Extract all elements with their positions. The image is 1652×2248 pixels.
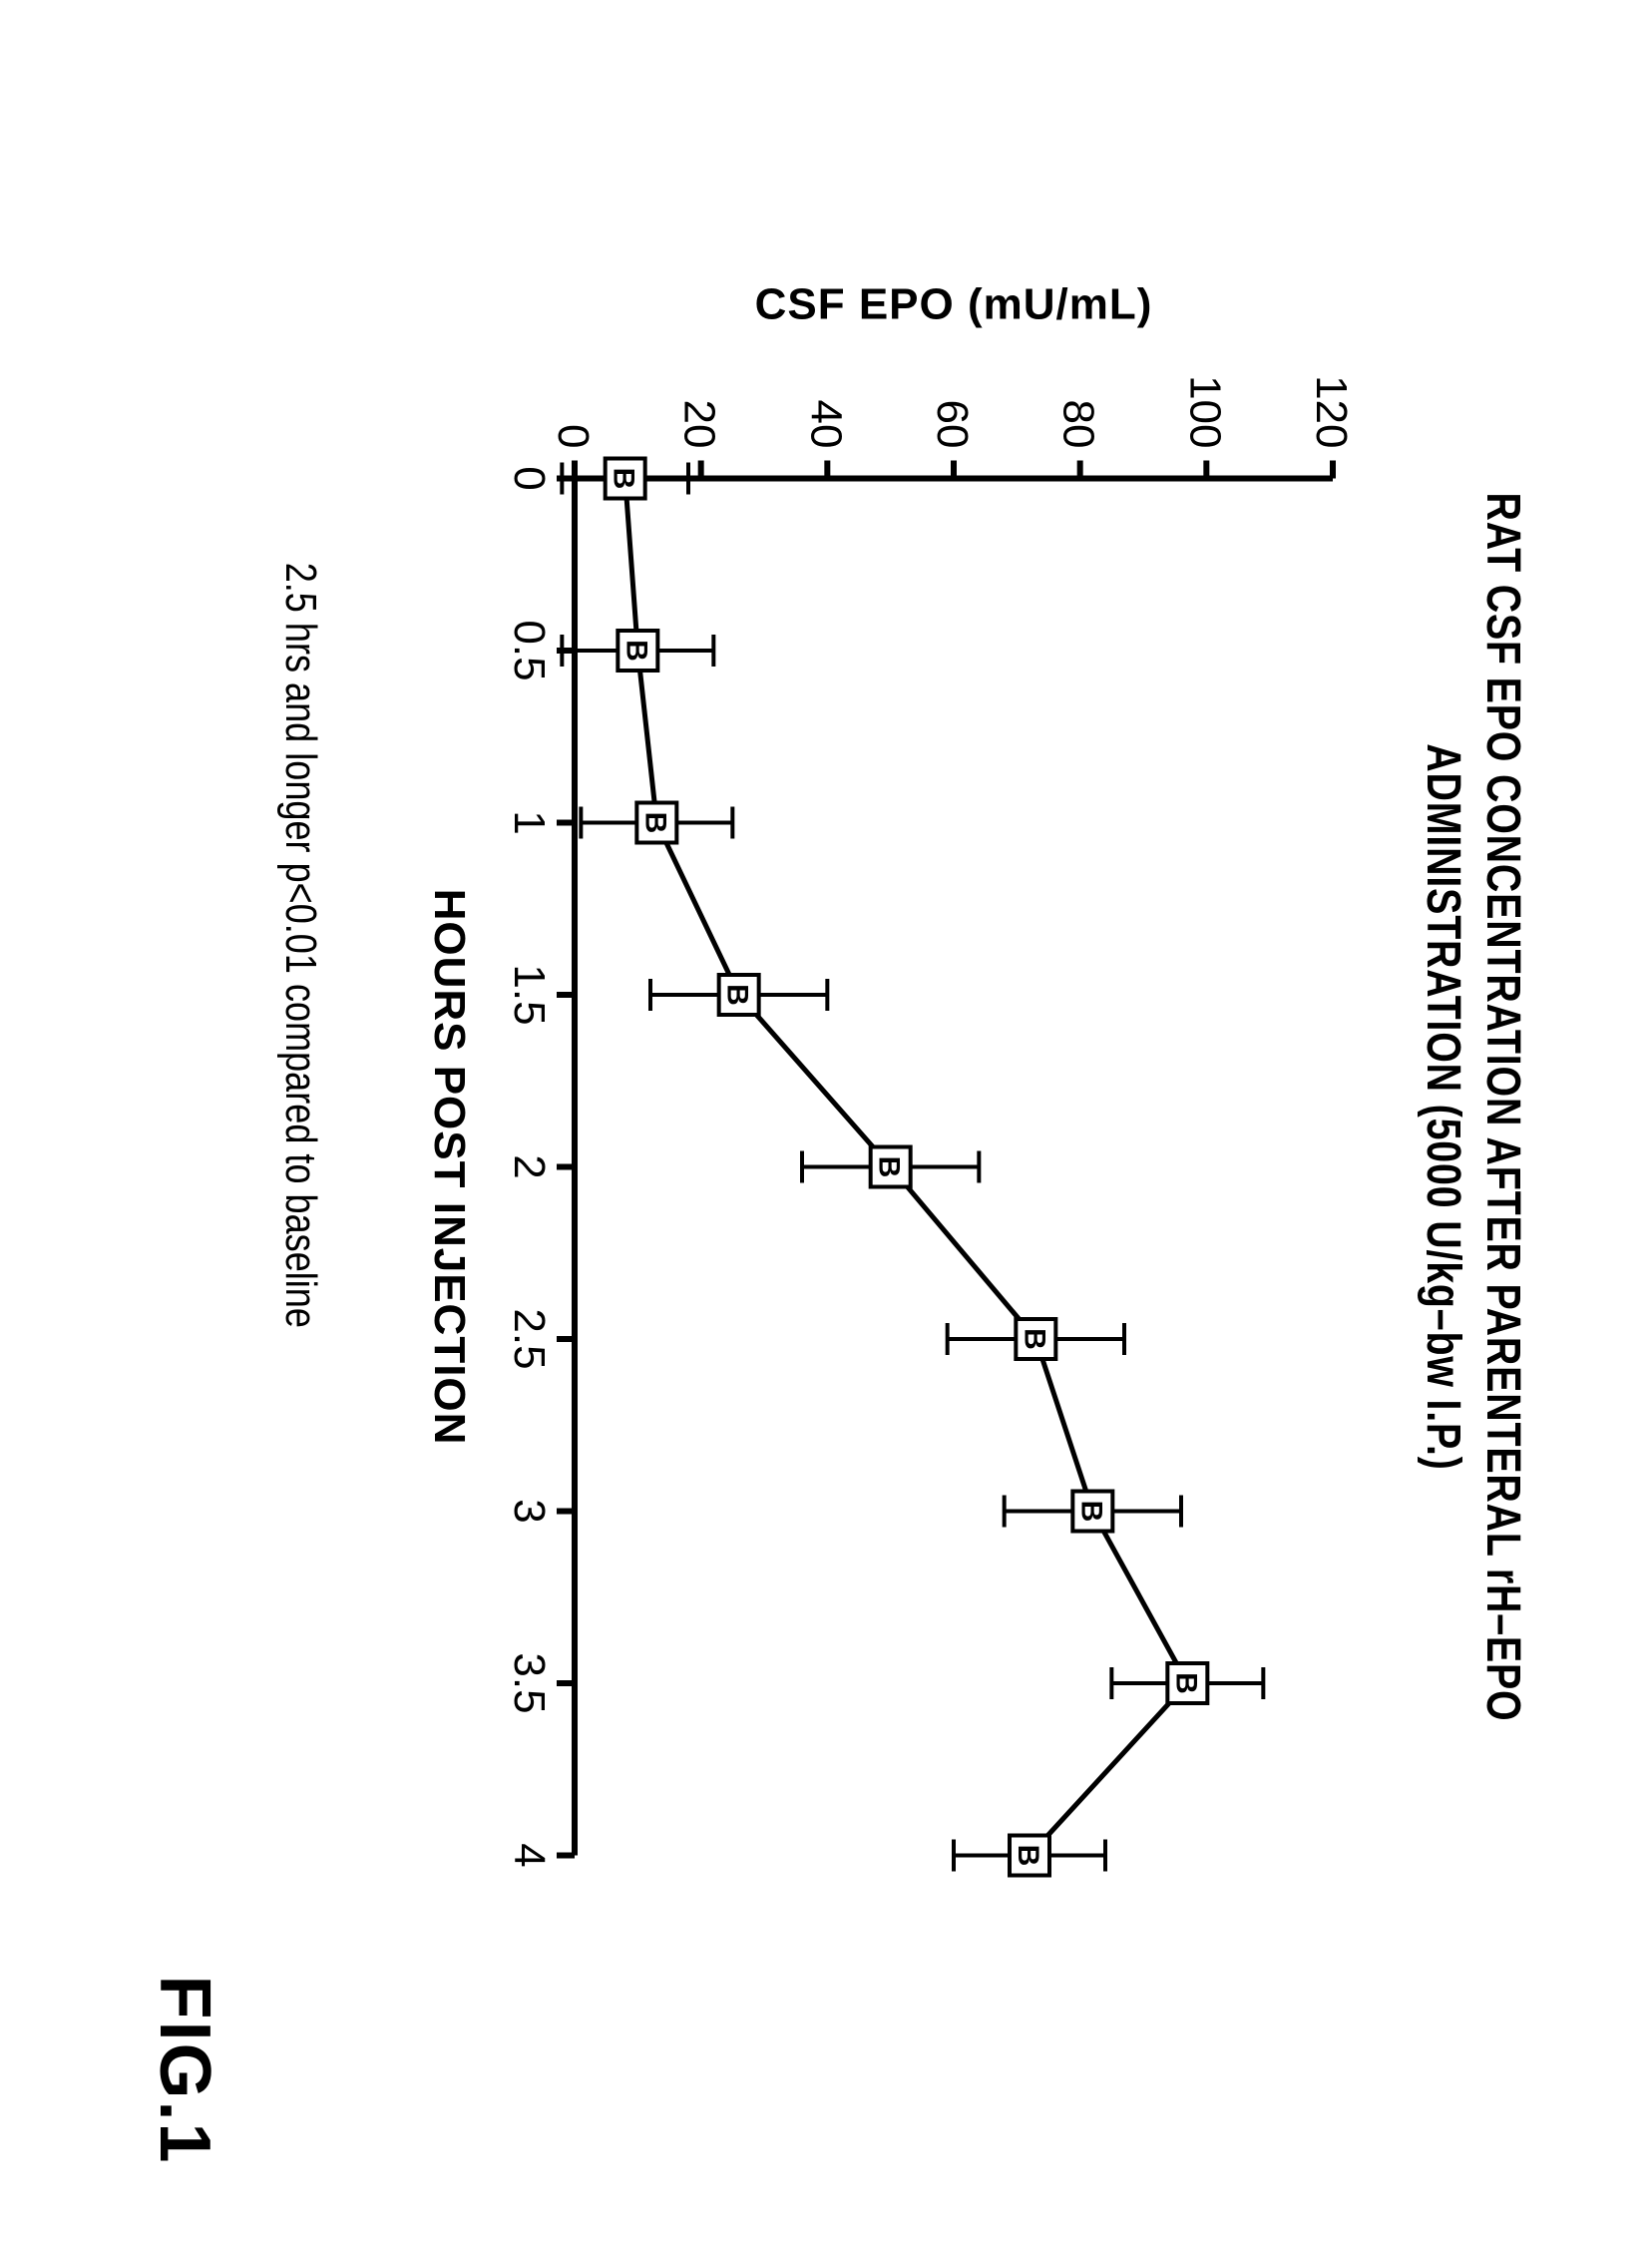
- y-tick-label: 0: [549, 424, 598, 448]
- data-marker: B: [871, 1147, 911, 1187]
- data-marker: B: [618, 631, 657, 671]
- data-marker: B: [1016, 1319, 1055, 1359]
- x-tick-label: 3: [505, 1499, 554, 1523]
- svg-text:B: B: [620, 640, 652, 662]
- x-tick-label: 1: [505, 810, 554, 834]
- y-tick-label: 60: [928, 400, 977, 449]
- chart-svg-container: 0 20 40 60 80 100 120 0 0.5 1 1.5 2 2.5 3 3.5 4 HOURS PO…: [355, 259, 1413, 1956]
- x-axis-label: HOURS POST INJECTION: [425, 889, 474, 1446]
- chart-title-line1: RAT CSF EPO CONCENTRATION AFTER PARENTER…: [1472, 412, 1532, 1803]
- x-tick-label: 3.5: [505, 1652, 554, 1713]
- data-marker: B: [1010, 1836, 1049, 1876]
- y-tick-label: 100: [1180, 375, 1229, 448]
- chart-svg: 0 20 40 60 80 100 120 0 0.5 1 1.5 2 2.5 3 3.5 4 HOURS PO…: [355, 259, 1413, 1956]
- svg-text:B: B: [1169, 1672, 1202, 1694]
- x-tick-label: 0: [505, 466, 554, 490]
- x-tick-label: 2: [505, 1154, 554, 1178]
- chart-block: RAT CSF EPO CONCENTRATION AFTER PARENTER…: [355, 259, 1532, 1956]
- figure-rotated-container: RAT CSF EPO CONCENTRATION AFTER PARENTER…: [0, 0, 1652, 2248]
- svg-text:B: B: [638, 812, 671, 834]
- svg-text:B: B: [608, 468, 640, 490]
- data-marker: B: [636, 803, 676, 843]
- svg-text:B: B: [1074, 1501, 1107, 1523]
- figure-label: FIG.1: [144, 1976, 225, 2165]
- svg-text:B: B: [721, 984, 754, 1006]
- data-marker: B: [606, 459, 645, 499]
- data-marker: B: [719, 975, 759, 1015]
- x-tick-label: 4: [505, 1843, 554, 1867]
- data-marker: B: [1072, 1492, 1112, 1532]
- y-tick-label: 40: [801, 400, 850, 449]
- y-tick-label: 80: [1054, 400, 1103, 449]
- x-tick-label: 0.5: [505, 620, 554, 680]
- data-marker: B: [1167, 1663, 1207, 1703]
- chart-title-line2: ADMINISTRATION (5000 U/kg–bw I.P.): [1413, 412, 1472, 1803]
- y-tick-label: 20: [675, 400, 724, 449]
- chart-caption: 2.5 hrs and longer p<0.01 compared to ba…: [275, 563, 325, 1328]
- svg-text:B: B: [1012, 1845, 1044, 1867]
- svg-text:B: B: [873, 1156, 906, 1178]
- svg-text:B: B: [1018, 1328, 1050, 1350]
- x-tick-label: 2.5: [505, 1308, 554, 1369]
- y-axis-label: CSF EPO (mU/mL): [755, 280, 1153, 329]
- y-tick-label: 120: [1307, 375, 1356, 448]
- x-tick-label: 1.5: [505, 964, 554, 1025]
